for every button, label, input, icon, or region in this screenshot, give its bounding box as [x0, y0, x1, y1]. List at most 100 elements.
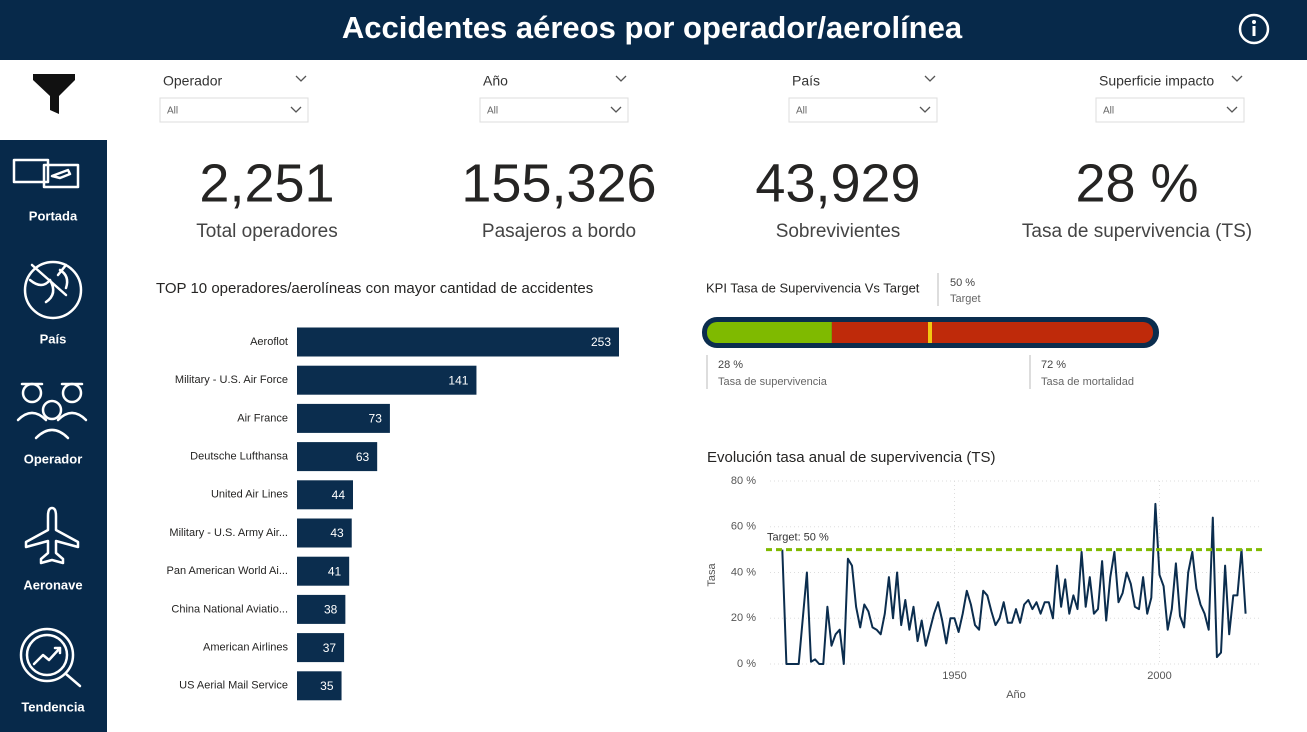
bar [297, 633, 345, 663]
filter-dropdown[interactable] [788, 97, 938, 123]
bar-value-label: 43 [330, 526, 344, 540]
filter-chevron [615, 75, 627, 82]
info-button[interactable] [1238, 13, 1270, 45]
gauge-remainder-label: 72 % [1041, 359, 1066, 371]
bar [297, 480, 353, 510]
nav-icon-aeronave [24, 506, 80, 565]
bar-chart-title: TOP 10 operadores/aerolíneas con mayor c… [156, 280, 593, 297]
nav-icon-operador [16, 382, 88, 440]
bar-value-label: 35 [320, 679, 334, 693]
bar-value-label: 44 [332, 488, 346, 502]
filter-dropdown[interactable] [1095, 97, 1245, 123]
nav-label[interactable]: Tendencia [21, 699, 85, 714]
filter-value: All [167, 106, 178, 117]
filter-value: All [1103, 106, 1114, 117]
y-axis-title: Tasa [706, 563, 718, 587]
gauge-remainder-segment [831, 322, 1153, 343]
nav-label[interactable]: Portada [29, 208, 78, 223]
category-label: Air France [237, 412, 288, 424]
filter-chevron [1226, 106, 1238, 113]
gauge-title: KPI Tasa de Supervivencia Vs Target [706, 280, 920, 295]
kpi-label: Sobrevivientes [776, 221, 901, 242]
line-series [781, 502, 1247, 665]
x-axis-title: Año [1006, 689, 1026, 701]
bar-value-label: 141 [448, 373, 468, 387]
bar [297, 671, 342, 701]
kpi-label: Tasa de supervivencia (TS) [1022, 221, 1252, 242]
gauge-track [707, 322, 1153, 343]
nav-icon-pais [23, 260, 83, 320]
bar-value-label: 63 [356, 450, 370, 464]
filter-chevron [924, 75, 936, 82]
filter-value: All [796, 106, 807, 117]
category-label: Military - U.S. Air Force [175, 374, 288, 386]
gauge-remainder-caption: Tasa de mortalidad [1041, 376, 1134, 388]
filter-label: País [792, 73, 820, 89]
filter-chevron [919, 106, 931, 113]
filter-label: Operador [163, 73, 222, 89]
category-label: Aeroflot [250, 336, 288, 348]
y-tick-label: 80 % [731, 475, 756, 487]
gauge-value-caption: Tasa de supervivencia [718, 376, 828, 388]
nav-label[interactable]: País [40, 331, 67, 346]
sidebar [0, 140, 107, 732]
category-label: United Air Lines [211, 489, 289, 501]
gauge-value-label: 28 % [718, 359, 743, 371]
header-bar [0, 0, 1307, 60]
filter-label: Año [483, 73, 508, 89]
bar-value-label: 253 [591, 335, 611, 349]
filter-icon[interactable] [33, 74, 75, 114]
x-tick-label: 1950 [942, 670, 966, 682]
bar [297, 518, 352, 548]
kpi-value: 28 % [1075, 153, 1198, 213]
bar [297, 365, 477, 395]
nav-icon-tendencia [19, 627, 82, 688]
page-title: Accidentes aéreos por operador/aerolínea [342, 10, 963, 45]
filter-dropdown[interactable] [479, 97, 629, 123]
kpi-value: 2,251 [199, 153, 334, 213]
filter-chevron [1231, 75, 1243, 82]
filter-value: All [487, 106, 498, 117]
bar [297, 594, 346, 624]
kpi-label: Total operadores [196, 221, 338, 242]
y-tick-label: 20 % [731, 612, 756, 624]
line-chart-title: Evolución tasa anual de supervivencia (T… [707, 449, 996, 466]
filter-dropdown[interactable] [159, 97, 309, 123]
nav-icon-portada [12, 158, 80, 189]
filter-chevron [290, 106, 302, 113]
bar [297, 556, 350, 586]
bar-value-label: 41 [328, 564, 342, 578]
gauge-target-marker [928, 322, 932, 343]
category-label: US Aerial Mail Service [179, 680, 288, 692]
gauge-value-segment [707, 322, 832, 343]
bar-value-label: 73 [369, 412, 383, 426]
y-tick-label: 40 % [731, 566, 756, 578]
nav-label[interactable]: Aeronave [23, 577, 82, 592]
category-label: China National Aviatio... [171, 603, 288, 615]
target-label: Target: 50 % [767, 532, 829, 544]
category-label: Military - U.S. Army Air... [169, 527, 288, 539]
category-label: Deutsche Lufthansa [190, 451, 289, 463]
category-label: Pan American World Ai... [167, 565, 288, 577]
nav-label[interactable]: Operador [24, 451, 83, 466]
gauge-target-label: 50 % [950, 277, 975, 289]
category-label: American Airlines [203, 642, 288, 654]
bar-value-label: 38 [324, 603, 338, 617]
x-tick-label: 2000 [1147, 670, 1171, 682]
bar-chart: TOP 10 operadores/aerolíneas con mayor c… [156, 280, 593, 297]
bar [297, 403, 390, 433]
filter-chevron [610, 106, 622, 113]
kpi-label: Pasajeros a bordo [482, 221, 636, 242]
bar-value-label: 37 [323, 641, 337, 655]
filter-chevron [295, 75, 307, 82]
bar [297, 442, 378, 472]
y-tick-label: 60 % [731, 521, 756, 533]
gauge-target-caption: Target [950, 293, 981, 305]
kpi-value: 155,326 [461, 153, 656, 213]
filter-label: Superficie impacto [1099, 73, 1214, 89]
bar [297, 327, 619, 357]
y-tick-label: 0 % [737, 658, 756, 670]
kpi-value: 43,929 [755, 153, 920, 213]
